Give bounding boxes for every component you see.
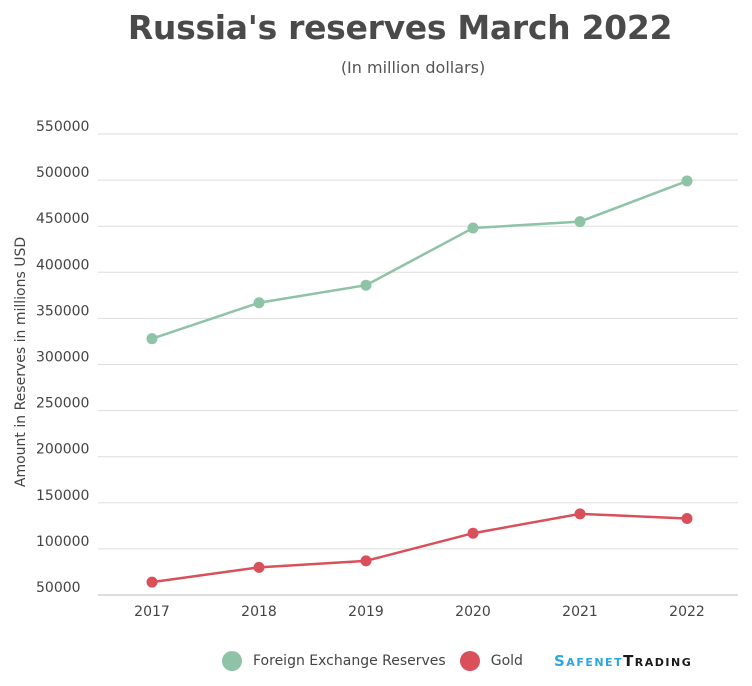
x-tick-label: 2019 xyxy=(348,604,384,620)
legend-item-foreign-exchange: Foreign Exchange Reserves xyxy=(222,651,446,671)
y-tick-label: 100000 xyxy=(36,534,89,550)
y-tick-label: 400000 xyxy=(36,257,89,273)
y-tick-label: 450000 xyxy=(36,211,89,227)
y-tick-label: 150000 xyxy=(36,488,89,504)
series-points xyxy=(146,175,693,588)
data-point xyxy=(681,512,693,524)
legend-label-foreign-exchange: Foreign Exchange Reserves xyxy=(253,653,446,669)
legend-swatch-foreign-exchange xyxy=(222,651,242,671)
y-tick-label: 200000 xyxy=(36,442,89,458)
x-tick-label: 2021 xyxy=(562,604,598,620)
y-tick-label: 500000 xyxy=(36,165,89,181)
x-tick-label: 2017 xyxy=(134,604,170,620)
series-lines xyxy=(151,179,688,584)
y-tick-label: 300000 xyxy=(36,350,89,366)
legend: Foreign Exchange Reserves Gold xyxy=(222,651,537,671)
chart-title: Russia's reserves March 2022 xyxy=(127,8,673,47)
x-axis-tick-labels: 2017 2018 2019 2020 2021 2022 xyxy=(134,604,705,620)
data-point xyxy=(467,222,479,234)
data-point xyxy=(467,527,479,539)
data-point xyxy=(253,561,265,573)
y-tick-label: 50000 xyxy=(36,580,81,596)
data-point xyxy=(253,297,265,309)
data-point xyxy=(146,576,158,588)
y-axis-title: Amount in Reserves in millions USD xyxy=(13,237,29,487)
series-line-0 xyxy=(151,179,688,340)
y-tick-label: 550000 xyxy=(36,119,89,135)
brand-part-2: Trading xyxy=(623,652,693,670)
line-chart: 550000 500000 450000 400000 350000 300000 2500… xyxy=(13,119,738,620)
gridlines xyxy=(98,133,738,596)
x-tick-label: 2022 xyxy=(669,604,705,620)
data-point xyxy=(360,555,372,567)
data-point xyxy=(574,216,586,228)
x-tick-label: 2020 xyxy=(455,604,491,620)
brand-logo: SafenetTrading xyxy=(554,652,692,670)
y-tick-label: 250000 xyxy=(36,396,89,412)
brand-part-1: Safenet xyxy=(554,652,624,670)
legend-label-gold: Gold xyxy=(490,653,523,669)
chart-subtitle: (In million dollars) xyxy=(340,58,486,77)
data-point xyxy=(146,333,158,345)
legend-item-gold: Gold xyxy=(459,651,523,671)
data-point xyxy=(360,279,372,291)
legend-swatch-gold xyxy=(459,651,480,671)
y-axis-tick-labels: 550000 500000 450000 400000 350000 300000 2500… xyxy=(36,119,89,596)
y-tick-label: 350000 xyxy=(36,303,89,319)
x-tick-label: 2018 xyxy=(241,604,277,620)
series-line-1 xyxy=(151,512,688,584)
data-point xyxy=(574,508,586,520)
data-point xyxy=(681,175,693,187)
